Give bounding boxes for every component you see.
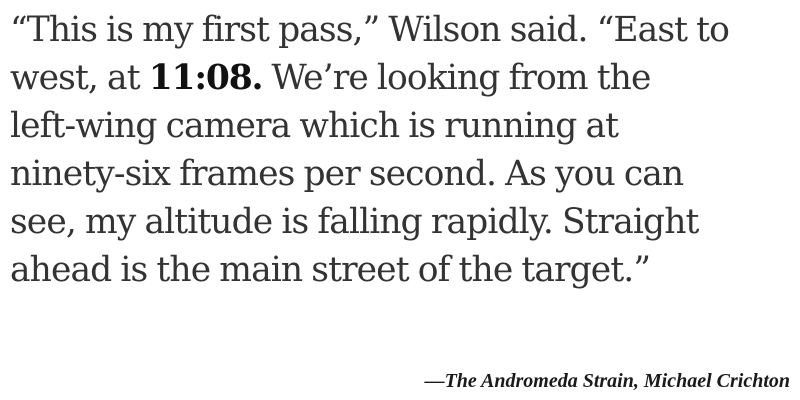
quote-line-4: ninety-six frames per second. As you can [10,154,684,194]
quote-line-1: “This is my first pass,” Wilson said. “E… [10,10,730,50]
quote-line-5: see, my altitude is falling rapidly. Str… [10,202,699,242]
quote-line-6: ahead is the main street of the target.” [10,250,651,290]
author-name: Michael Crichton [643,370,790,392]
attribution: —The Andromeda Strain, Michael Crichton [425,368,790,394]
quote-text: “This is my first pass,” Wilson said. “E… [10,6,795,294]
book-title: The Andromeda Strain [444,370,634,392]
time-emphasis: 11:08. [148,58,264,98]
attribution-separator: , [633,370,644,392]
quote-line-3: left-wing camera which is running at [10,106,619,146]
quote-line-2-after: We’re looking from the [262,58,651,98]
quote-line-2-before: west, at [10,58,149,98]
quote-line-2: west, at 11:08. We’re looking from the [10,54,795,102]
attribution-dash: — [424,370,445,392]
